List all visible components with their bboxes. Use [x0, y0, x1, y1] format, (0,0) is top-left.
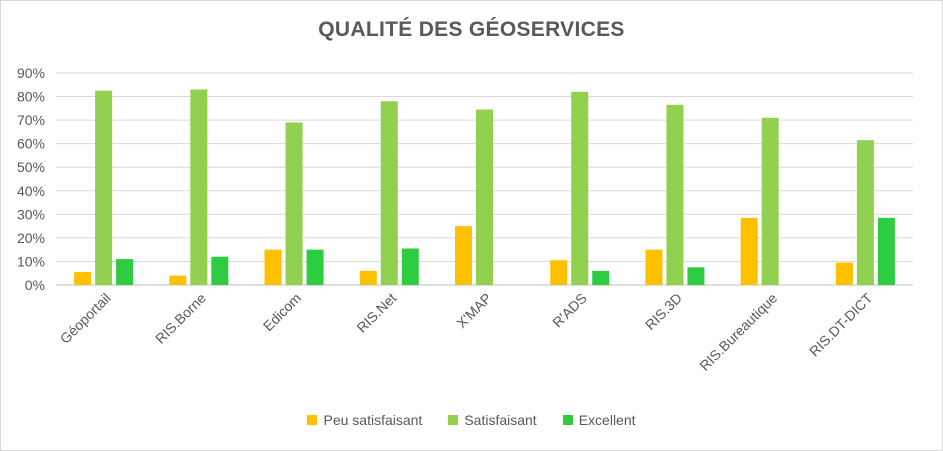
bar-peu-satisfaisant — [740, 217, 758, 285]
x-tick-label: Edicom — [260, 290, 304, 334]
y-tick-label: 0% — [25, 277, 45, 293]
bar-excellent — [877, 217, 895, 285]
y-tick-label: 20% — [17, 230, 45, 246]
y-tick-label: 70% — [17, 112, 45, 128]
bar-excellent — [211, 256, 229, 285]
bar-satisfaisant — [380, 101, 398, 286]
bar-satisfaisant — [666, 104, 684, 285]
bar-satisfaisant — [285, 122, 303, 285]
legend-label: Excellent — [578, 412, 636, 428]
legend-label: Satisfaisant — [464, 412, 537, 428]
y-tick-label: 50% — [17, 159, 45, 175]
legend-item: Excellent — [562, 412, 636, 428]
bar-peu-satisfaisant — [359, 270, 377, 285]
bar-peu-satisfaisant — [550, 260, 568, 285]
bar-peu-satisfaisant — [455, 226, 472, 285]
bar-peu-satisfaisant — [264, 249, 282, 285]
legend-item: Peu satisfaisant — [307, 412, 422, 428]
y-tick-label: 40% — [17, 183, 45, 199]
chart-title: QUALITÉ DES GÉOSERVICES — [318, 18, 625, 41]
x-tick-label: X'MAP — [453, 290, 494, 331]
bar-satisfaisant — [856, 140, 874, 285]
x-tick-label: RIS.DT-DICT — [806, 289, 876, 359]
y-tick-label: 30% — [17, 206, 45, 222]
legend-swatch — [562, 415, 573, 425]
bar-excellent — [687, 267, 705, 285]
bar-satisfaisant — [761, 117, 779, 285]
bar-excellent — [592, 270, 610, 285]
bar-satisfaisant — [190, 89, 208, 285]
legend-label: Peu satisfaisant — [323, 412, 423, 428]
x-tick-label: Géoportail — [57, 290, 114, 347]
y-tick-label: 80% — [17, 89, 45, 105]
bar-satisfaisant — [476, 109, 493, 285]
legend-swatch — [448, 415, 459, 425]
bar-excellent — [306, 249, 324, 285]
legend-swatch — [307, 415, 318, 425]
bar-excellent — [401, 248, 419, 285]
bar-satisfaisant — [571, 91, 589, 285]
x-tick-label: RIS.Net — [353, 290, 399, 336]
bar-peu-satisfaisant — [74, 272, 92, 285]
x-tick-label: RIS.Borne — [152, 290, 209, 347]
chart-legend: Peu satisfaisant Satisfaisant Excellent — [0, 412, 943, 428]
bar-peu-satisfaisant — [169, 275, 187, 285]
y-tick-label: 10% — [17, 253, 45, 269]
y-tick-label: 90% — [17, 65, 45, 81]
legend-item: Satisfaisant — [448, 412, 537, 428]
bar-satisfaisant — [95, 90, 113, 286]
bar-peu-satisfaisant — [645, 249, 663, 285]
x-tick-label: RIS.Bureautique — [696, 290, 780, 374]
x-tick-label: RIS.3D — [642, 290, 685, 333]
x-tick-label: R'ADS — [549, 290, 590, 331]
y-tick-label: 60% — [17, 136, 45, 152]
bar-excellent — [116, 259, 134, 285]
bar-peu-satisfaisant — [835, 262, 853, 285]
